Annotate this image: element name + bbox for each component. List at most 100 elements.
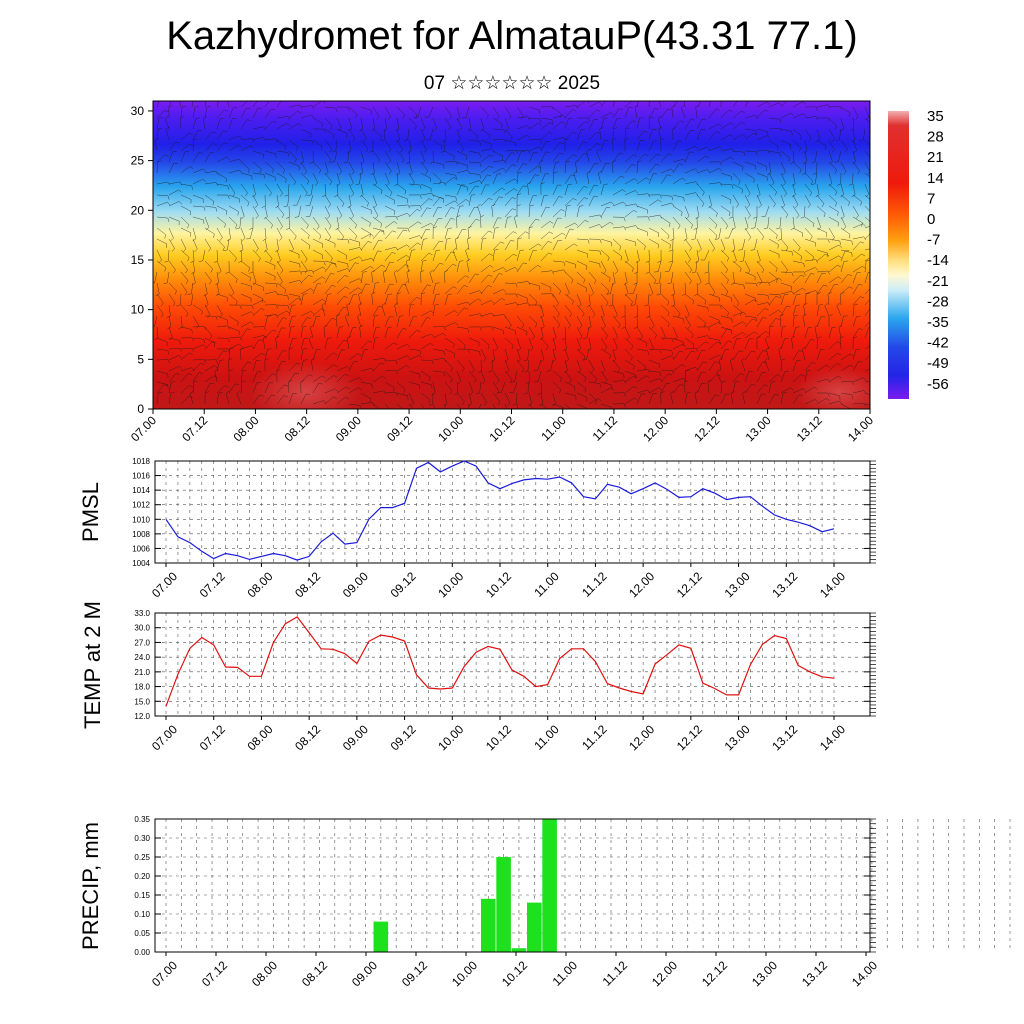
colorbar-label: 35: [927, 108, 944, 125]
pmsl-frame: [154, 460, 871, 564]
x-tick-label: 14.00: [817, 569, 848, 600]
x-tick-label: 09.12: [399, 958, 430, 989]
heatmap-warm-core: [250, 362, 360, 409]
x-tick-label: 14.00: [849, 958, 880, 989]
colorbar-label: -56: [927, 376, 949, 393]
precip-bar: [527, 902, 542, 952]
x-tick-label: 10.12: [483, 722, 514, 753]
pmsl-series-line: [165, 460, 835, 561]
heatmap-x-tick-label: 09.00: [333, 413, 364, 444]
x-tick-label: 13.00: [722, 569, 753, 600]
x-tick-label: 11.00: [531, 722, 562, 753]
temp-series-line: [165, 616, 835, 707]
x-tick-label: 08.12: [292, 569, 323, 600]
y-tick-label: 21.0: [134, 668, 150, 677]
heatmap-y-tick-label: 10: [131, 303, 145, 317]
heatmap-warm-core: [795, 367, 870, 409]
heatmap-x-tick-label: 12.12: [691, 413, 722, 444]
x-tick-label: 12.00: [649, 958, 680, 989]
precip-frame: [154, 818, 871, 953]
x-tick-label: 12.00: [626, 569, 657, 600]
precip-bar: [373, 921, 389, 952]
x-tick-label: 10.12: [483, 569, 514, 600]
colorbar-label: -35: [927, 314, 949, 331]
x-tick-label: 11.00: [550, 958, 581, 989]
x-tick-label: 13.12: [769, 569, 800, 600]
y-tick-label: 1016: [132, 472, 150, 481]
wind-barb-field: [153, 101, 870, 409]
colorbar-label: 14: [927, 170, 944, 187]
heatmap-x-tick-label: 13.00: [743, 413, 774, 444]
y-tick-label: 0.30: [134, 834, 150, 843]
heatmap-x-tick-label: 08.00: [230, 413, 261, 444]
x-tick-label: 13.12: [799, 958, 830, 989]
y-tick-label: 12.0: [134, 712, 150, 721]
x-tick-label: 10.12: [499, 958, 530, 989]
y-tick-label: 0.05: [134, 929, 150, 938]
y-tick-label: 1004: [132, 559, 150, 568]
colorbar-label: 7: [927, 190, 935, 207]
y-tick-label: 1014: [132, 486, 150, 495]
x-tick-label: 08.00: [244, 722, 275, 753]
x-tick-label: 11.12: [600, 958, 631, 989]
y-tick-label: 0.20: [134, 872, 150, 881]
y-tick-label: 1018: [132, 457, 150, 466]
page-subtitle: 07 ☆☆☆☆☆☆ 2025: [423, 73, 601, 94]
colorbar-label: -21: [927, 273, 949, 290]
y-tick-label: 0.25: [134, 853, 150, 862]
x-tick-label: 12.12: [674, 722, 705, 753]
page-title: Kazhydromet for AlmatauP(43.31 77.1): [166, 14, 858, 58]
heatmap-x-tick-label: 07.12: [179, 413, 210, 444]
x-tick-label: 10.00: [435, 722, 466, 753]
x-tick-label: 08.12: [299, 958, 330, 989]
x-tick-label: 09.00: [349, 958, 380, 989]
x-tick-label: 08.00: [249, 958, 280, 989]
y-tick-label: 0.10: [134, 910, 150, 919]
wind-barbs: [153, 101, 870, 409]
y-tick-label: 27.0: [134, 638, 150, 647]
precip-bars: [373, 819, 557, 952]
colorbar-label: 0: [927, 211, 935, 228]
y-tick-label: 0.35: [134, 815, 150, 824]
temp-frame: [154, 612, 871, 717]
heatmap-y-tick-label: 0: [137, 402, 144, 416]
x-tick-label: 09.12: [388, 722, 419, 753]
x-tick-label: 09.12: [388, 569, 419, 600]
colorbar-label: -7: [927, 232, 940, 249]
heatmap-y-tick-label: 25: [131, 154, 145, 168]
y-tick-label: 0.15: [134, 891, 150, 900]
heatmap-y-tick-label: 20: [131, 203, 145, 217]
precip-bar: [496, 857, 511, 952]
x-tick-label: 12.12: [699, 958, 730, 989]
y-tick-label: 24.0: [134, 653, 150, 662]
heatmap-y-tick-label: 30: [131, 104, 145, 118]
colorbar-label: -14: [927, 252, 949, 269]
x-tick-label: 07.00: [149, 722, 180, 753]
x-tick-label: 13.00: [749, 958, 780, 989]
y-tick-label: 1012: [132, 501, 150, 510]
precip-bar: [542, 819, 557, 952]
heatmap-y-tick-label: 5: [137, 352, 144, 366]
heatmap-x-tick-label: 10.00: [435, 413, 466, 444]
precip-axis-label: PRECIP, mm: [78, 822, 103, 950]
heatmap-x-tick-label: 11.00: [538, 413, 569, 444]
precip-bar: [511, 948, 527, 952]
x-tick-label: 12.12: [674, 569, 705, 600]
heatmap-x-tick-label: 07.00: [128, 413, 159, 444]
colorbar-label: 21: [927, 149, 944, 166]
heatmap-field: [153, 101, 870, 409]
heatmap-y-tick-label: 15: [131, 253, 145, 267]
temp-panel: 33.0 30.0 27.0 24.0 21.0 18.0 15.0 12.007.00 07.…: [80, 601, 876, 753]
x-tick-label: 11.12: [579, 569, 610, 600]
x-tick-label: 07.00: [149, 958, 180, 989]
temperature-cross-section-panel: 0 5 10 15 20 25 30 07.00 07.12 08.00 08.12 09.00 09…: [128, 100, 876, 444]
x-tick-label: 07.12: [199, 958, 230, 989]
heatmap-x-tick-label: 08.12: [282, 413, 313, 444]
x-tick-label: 07.12: [197, 722, 228, 753]
y-tick-label: 15.0: [134, 697, 150, 706]
y-tick-label: 18.0: [134, 683, 150, 692]
x-tick-label: 13.00: [722, 722, 753, 753]
y-tick-label: 1008: [132, 530, 150, 539]
